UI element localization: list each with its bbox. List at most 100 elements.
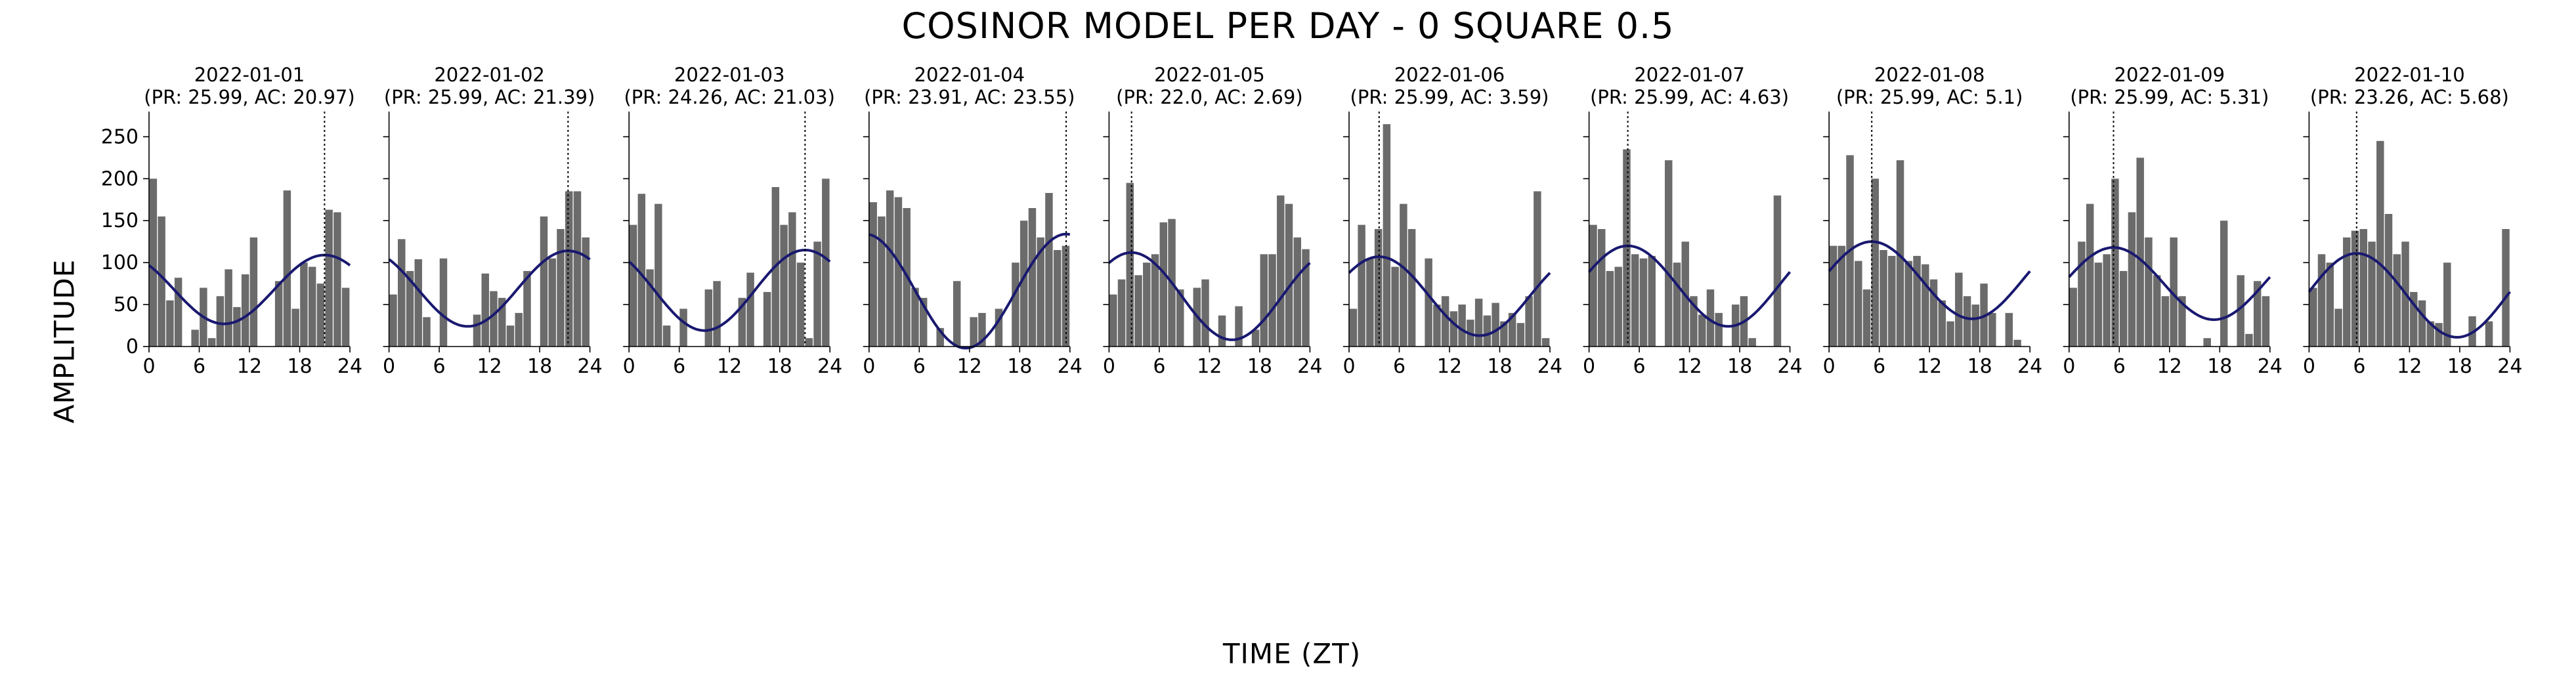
bar-hour-4 xyxy=(1383,124,1391,347)
bar-hour-21 xyxy=(1045,193,1053,347)
bar-hour-9 xyxy=(704,289,713,347)
bar-hour-17 xyxy=(1251,329,1260,347)
bar-hour-11 xyxy=(1921,264,1929,347)
bar-hour-10 xyxy=(233,306,241,347)
bar-hour-23 xyxy=(2262,296,2270,347)
bar-hour-1 xyxy=(1837,245,1846,347)
cosinor-fit-line xyxy=(1108,251,1311,341)
x-tick-label: 12 xyxy=(237,355,262,378)
bar-hour-5 xyxy=(2351,230,2359,347)
bar-hour-12 xyxy=(2410,291,2418,347)
y-tick-label: 100 xyxy=(101,251,139,274)
panel-stats-subtitle: (PR: 25.99, AC: 5.1) xyxy=(1836,86,2023,108)
bar-hour-20 xyxy=(796,263,805,347)
x-tick-label: 0 xyxy=(142,355,155,378)
panel-2022-01-01: 0 6 12 18 24 0 50 100 150 200 250 2022-01-01(PR: 25… xyxy=(101,64,362,378)
bar-hour-0 xyxy=(2309,287,2317,347)
bar-hour-8 xyxy=(216,296,225,347)
bar-hour-5 xyxy=(911,287,919,347)
cosinor-fit-line xyxy=(1588,244,1792,328)
bar-hour-6 xyxy=(439,258,448,347)
bar-hour-23 xyxy=(822,179,830,347)
x-tick-label: 0 xyxy=(1583,355,1595,378)
bar-hour-1 xyxy=(158,216,165,347)
bar-hour-4 xyxy=(1623,149,1631,347)
bar-hour-19 xyxy=(548,258,556,347)
bar-hour-21 xyxy=(805,338,813,347)
bar-hour-6 xyxy=(1879,249,1887,347)
bar-hour-20 xyxy=(316,284,325,347)
bar-hour-19 xyxy=(1988,312,1996,347)
x-tick-label: 12 xyxy=(717,355,742,378)
cosinor-fit-line xyxy=(628,248,831,332)
bar-hour-6 xyxy=(679,308,687,347)
bar-hour-22 xyxy=(813,242,821,347)
bar-hour-1 xyxy=(2317,254,2326,347)
bar-hour-17 xyxy=(1971,305,1980,347)
bar-hour-19 xyxy=(1748,338,1756,347)
bar-hour-19 xyxy=(308,266,316,347)
bar-hour-9 xyxy=(1664,160,1673,347)
panel-2022-01-04: 0 6 12 18 24 2022-01-04(PR: 23.91, AC: 23.55) xyxy=(863,64,1083,378)
panel-stats-subtitle: (PR: 25.99, AC: 20.97) xyxy=(144,86,354,108)
cosinor-fit-line xyxy=(388,249,591,328)
bar-hour-12 xyxy=(2170,237,2178,347)
bar-hour-11 xyxy=(1201,279,1209,347)
bar-hour-4 xyxy=(1143,263,1151,347)
panel-date-title: 2022-01-06 xyxy=(1394,64,1505,86)
bar-hour-4 xyxy=(2103,254,2111,347)
bar-hour-22 xyxy=(1534,191,1541,347)
panel-date-title: 2022-01-02 xyxy=(434,64,545,86)
bar-hour-10 xyxy=(713,281,721,347)
bar-hour-6 xyxy=(1400,203,1407,347)
bar-hour-22 xyxy=(2013,339,2021,347)
bar-hour-12 xyxy=(1929,279,1938,347)
bar-hour-8 xyxy=(2376,140,2384,347)
bar-hour-21 xyxy=(2245,333,2253,347)
bar-hour-1 xyxy=(878,216,886,347)
x-tick-label: 6 xyxy=(433,355,446,378)
bar-hour-3 xyxy=(414,259,422,347)
bar-hour-9 xyxy=(2384,213,2393,347)
bar-hour-17 xyxy=(291,308,299,347)
x-tick-label: 18 xyxy=(1727,355,1752,378)
x-tick-label: 12 xyxy=(477,355,502,378)
bar-hour-15 xyxy=(1235,306,1243,347)
bar-hour-6 xyxy=(1639,258,1648,347)
bar-hour-13 xyxy=(2178,296,2186,347)
bar-hour-19 xyxy=(1028,208,1037,347)
bar-hour-11 xyxy=(1441,296,1449,347)
x-tick-label: 24 xyxy=(817,355,842,378)
bar-hour-14 xyxy=(506,326,515,347)
bar-hour-13 xyxy=(1698,314,1706,347)
bar-hour-0 xyxy=(1349,308,1358,347)
bar-hour-16 xyxy=(763,291,771,347)
bar-hour-8 xyxy=(1896,160,1904,347)
bar-hour-3 xyxy=(2094,263,2103,347)
bar-hour-21 xyxy=(2485,321,2493,347)
bar-hour-21 xyxy=(1525,296,1533,347)
bar-hour-15 xyxy=(995,308,1003,347)
x-tick-label: 0 xyxy=(623,355,635,378)
bar-hour-21 xyxy=(1285,203,1293,347)
x-tick-label: 6 xyxy=(1873,355,1885,378)
bar-hour-13 xyxy=(2418,300,2426,347)
cosinor-fit-line xyxy=(1828,240,2031,320)
bar-hour-17 xyxy=(1012,263,1020,347)
x-tick-label: 24 xyxy=(337,355,362,378)
x-tick-label: 18 xyxy=(2207,355,2232,378)
bar-hour-21 xyxy=(2005,312,2013,347)
x-tick-label: 0 xyxy=(1342,355,1355,378)
x-tick-label: 6 xyxy=(2113,355,2126,378)
bar-hour-2 xyxy=(166,300,174,347)
panel-stats-subtitle: (PR: 24.26, AC: 21.03) xyxy=(624,86,834,108)
x-axis-label: TIME (ZT) xyxy=(1222,637,1362,670)
panel-stats-subtitle: (PR: 23.91, AC: 23.55) xyxy=(864,86,1075,108)
x-tick-label: 0 xyxy=(2063,355,2075,378)
panel-date-title: 2022-01-09 xyxy=(2114,64,2225,86)
bar-hour-20 xyxy=(1037,237,1044,347)
y-tick-label: 250 xyxy=(101,125,139,148)
bar-hour-22 xyxy=(2253,281,2262,347)
bar-hour-20 xyxy=(2237,275,2244,347)
panel-stats-subtitle: (PR: 22.0, AC: 2.69) xyxy=(1116,86,1303,108)
